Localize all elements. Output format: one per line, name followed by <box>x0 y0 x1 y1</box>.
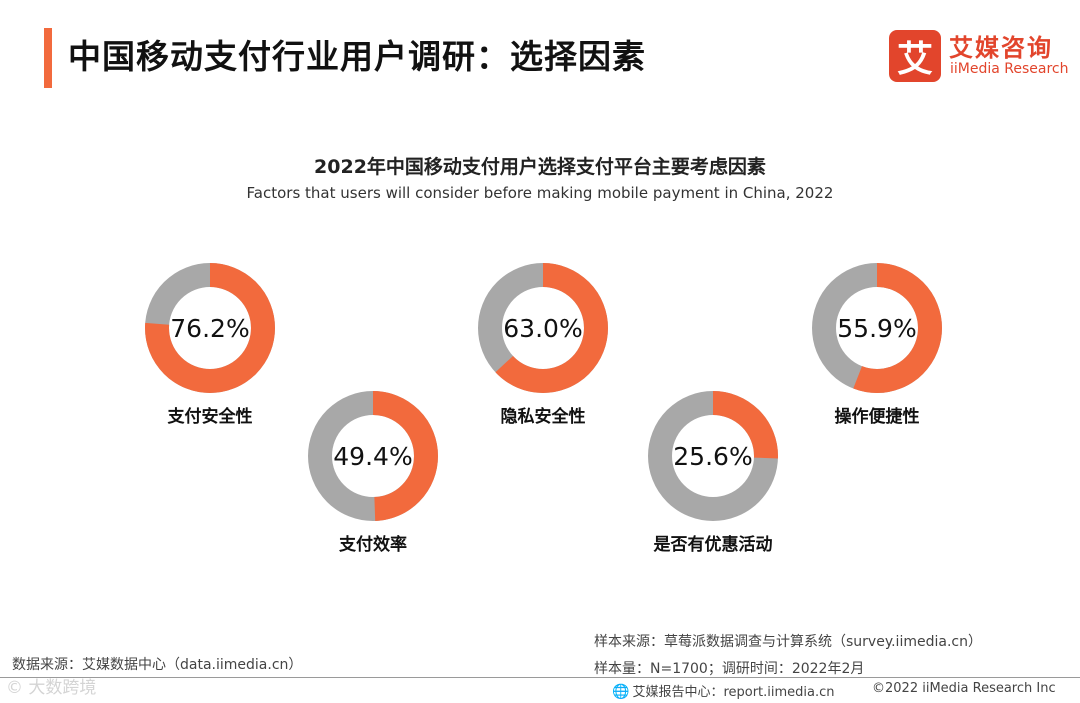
donut-2: 49.4% 支付效率 <box>308 391 438 555</box>
logo-mark-icon: 艾 <box>889 30 941 82</box>
watermark: © 大数跨境 <box>6 678 97 698</box>
donut-slice <box>308 391 438 521</box>
title-accent-bar <box>44 28 52 88</box>
globe-icon: 🌐 <box>612 684 630 700</box>
logo-cn-text: 艾媒咨询 <box>949 34 1053 62</box>
chart-title: 2022年中国移动支付用户选择支付平台主要考虑因素 <box>314 156 766 178</box>
donut-value-label: 25.6% <box>673 442 752 471</box>
donut-category-label: 支付效率 <box>339 534 407 555</box>
iimedia-logo: 艾 艾媒咨询 iiMedia Research <box>889 30 1069 82</box>
sample-source: 样本来源：草莓派数据调查与计算系统（survey.iimedia.cn） <box>594 634 982 650</box>
report-center: 🌐 艾媒报告中心：report.iimedia.cn <box>612 681 835 700</box>
data-source: 数据来源：艾媒数据中心（data.iimedia.cn） <box>12 657 303 673</box>
donut-value-label: 49.4% <box>333 442 412 471</box>
footer-divider <box>0 677 1080 678</box>
donut-category-label: 操作便捷性 <box>835 406 920 427</box>
donut-category-label: 支付安全性 <box>168 406 253 427</box>
donut-1: 76.2% 支付安全性 <box>145 263 275 427</box>
donut-slice <box>648 391 778 521</box>
donut-slice <box>145 263 275 393</box>
sample-size: 样本量：N=1700；调研时间：2022年2月 <box>594 661 865 677</box>
donut-value-label: 76.2% <box>170 314 249 343</box>
chart-subtitle: Factors that users will consider before … <box>246 184 834 202</box>
page-title: 中国移动支付行业用户调研：选择因素 <box>68 37 646 76</box>
donut-4: 25.6% 是否有优惠活动 <box>648 391 778 555</box>
donut-category-label: 隐私安全性 <box>501 406 586 427</box>
donut-slice <box>812 263 942 393</box>
donut-value-label: 55.9% <box>837 314 916 343</box>
report-center-text: 艾媒报告中心：report.iimedia.cn <box>632 685 835 700</box>
logo-en-text: iiMedia Research <box>950 61 1069 77</box>
copyright: ©2022 iiMedia Research Inc <box>872 681 1056 696</box>
donut-value-label: 63.0% <box>503 314 582 343</box>
donut-slice <box>478 263 608 393</box>
donut-3: 63.0% 隐私安全性 <box>478 263 608 427</box>
donut-5: 55.9% 操作便捷性 <box>812 263 942 427</box>
donut-category-label: 是否有优惠活动 <box>654 534 773 555</box>
